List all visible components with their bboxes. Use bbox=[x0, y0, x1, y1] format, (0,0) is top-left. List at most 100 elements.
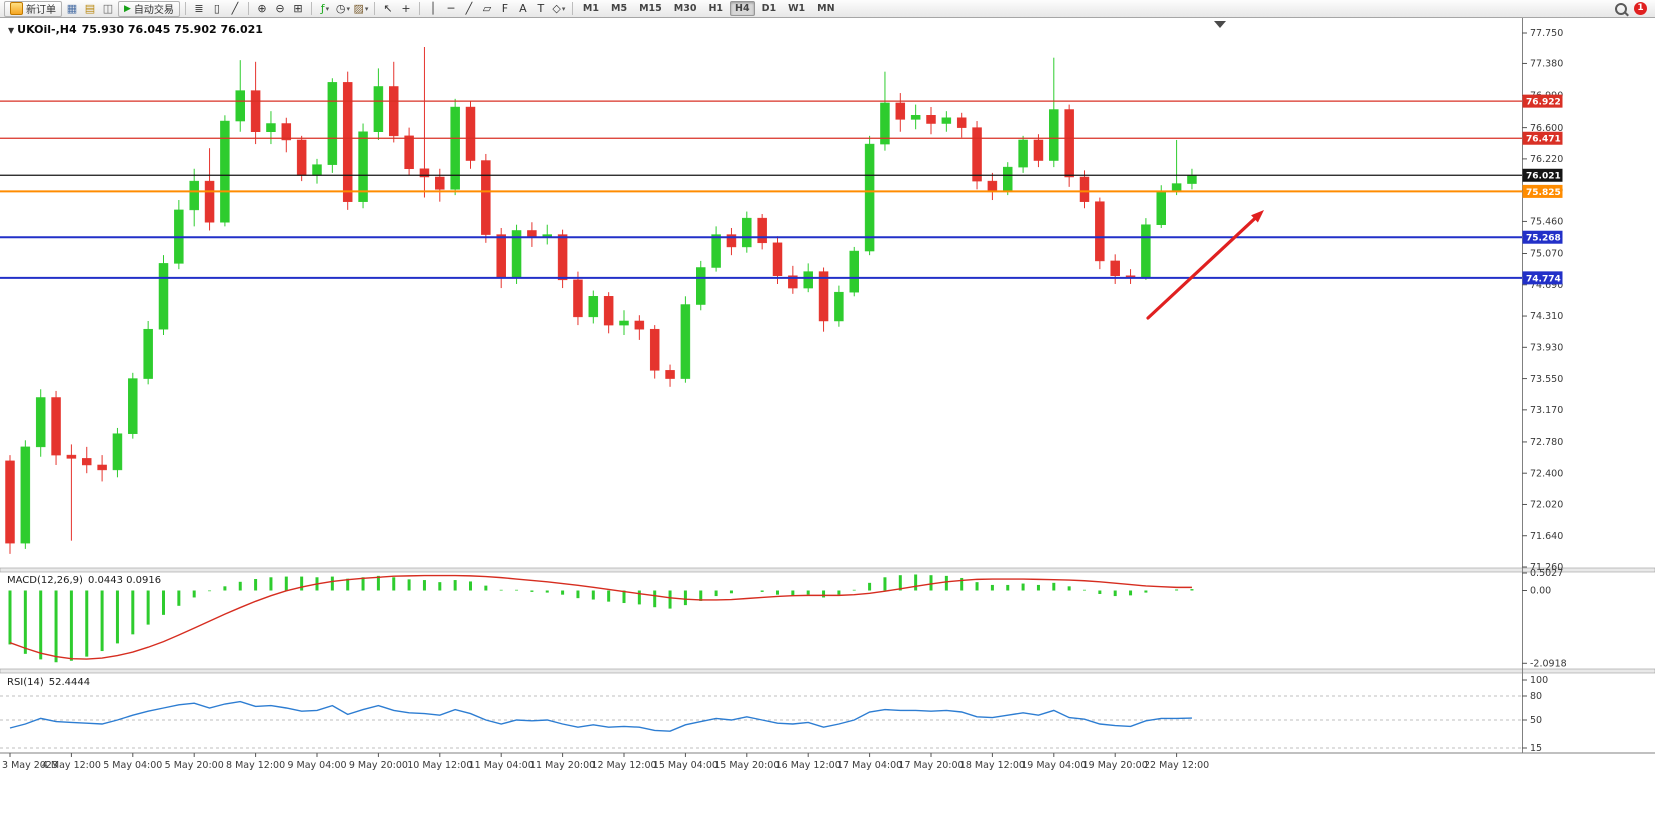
candle bbox=[97, 464, 107, 471]
price-badge bbox=[1522, 271, 1563, 285]
indicators-menu[interactable]: ƒ ▾ bbox=[317, 1, 333, 16]
candle bbox=[1110, 260, 1120, 276]
time-tick-label: 17 May 20:00 bbox=[898, 760, 963, 771]
candle bbox=[834, 291, 844, 322]
periods-menu[interactable]: ◷ ▾ bbox=[335, 1, 351, 16]
vertical-line-icon-glyph: │ bbox=[429, 2, 437, 15]
candle bbox=[742, 217, 752, 248]
trendline-icon[interactable]: ╱ bbox=[461, 1, 477, 16]
price-badge-label: 76.471 bbox=[1526, 135, 1561, 145]
candle bbox=[864, 143, 875, 252]
templates-menu[interactable]: ▨ ▾ bbox=[353, 1, 369, 16]
candle bbox=[1033, 139, 1044, 161]
candle bbox=[649, 328, 660, 371]
candles-style-icon[interactable]: ▯ bbox=[209, 1, 225, 16]
chevron-down-icon: ▾ bbox=[346, 4, 350, 13]
price-tick-label: 74.690 bbox=[1530, 280, 1563, 291]
candle bbox=[143, 328, 153, 379]
horizontal-line-icon-glyph: ─ bbox=[447, 2, 455, 15]
chart-shift-marker[interactable] bbox=[1214, 21, 1226, 28]
line-style-icon-glyph: ╱ bbox=[231, 2, 239, 15]
candle bbox=[527, 230, 537, 237]
macd-axis-label: 0.5027 bbox=[1530, 568, 1563, 579]
macd-axis-label: -2.0918 bbox=[1530, 658, 1567, 669]
chart-collapse-icon[interactable]: ▼ bbox=[8, 26, 15, 35]
chart-ohlc-values: 75.930 76.045 75.902 76.021 bbox=[81, 23, 263, 36]
price-badge-label: 76.021 bbox=[1526, 172, 1561, 182]
bars-style-icon-glyph: ≣ bbox=[194, 2, 204, 15]
time-tick-label: 4 May 12:00 bbox=[42, 760, 101, 771]
price-tick-label: 72.400 bbox=[1530, 468, 1563, 479]
timeframe-H1[interactable]: H1 bbox=[708, 3, 724, 14]
navigator-icon-glyph: ◫ bbox=[102, 2, 114, 15]
autotrading-button[interactable]: ▶ 自动交易 bbox=[118, 0, 180, 17]
bars-style-icon[interactable]: ≣ bbox=[191, 1, 207, 16]
label-icon[interactable]: T bbox=[533, 1, 549, 16]
horizontal-line-icon[interactable]: ─ bbox=[443, 1, 459, 16]
candle bbox=[696, 267, 706, 305]
price-tick-label: 71.260 bbox=[1530, 562, 1563, 573]
time-tick-label: 11 May 20:00 bbox=[530, 760, 595, 771]
timeframe-MN[interactable]: MN bbox=[817, 3, 835, 14]
toolbar-separator bbox=[184, 2, 186, 15]
cursor-icon-glyph: ↖ bbox=[383, 2, 393, 15]
timeframe-M15[interactable]: M15 bbox=[639, 3, 662, 14]
candle bbox=[220, 120, 230, 223]
candle bbox=[895, 102, 906, 120]
equidistant-channel-icon[interactable]: ▱ bbox=[479, 1, 495, 16]
trend-arrow[interactable] bbox=[1146, 210, 1264, 320]
chart-symbol-period: UKOil-,H4 bbox=[17, 23, 77, 36]
candle bbox=[634, 320, 645, 330]
toolbar: 新订单 ▦ ▤ ◫ ▶ 自动交易 ≣ ▯ ╱ ⊕ ⊖ ⊞ ƒ ▾ ◷ ▾ ▨ ▾ ↖ + │ ─ ╱ ▱ F A T ◇ ▾ M1 M5 M1… bbox=[0, 0, 1655, 18]
panel-splitter[interactable] bbox=[0, 668, 1655, 674]
data-window-icon[interactable]: ▤ bbox=[82, 1, 98, 16]
candle bbox=[1141, 224, 1151, 278]
timeframe-H4[interactable]: H4 bbox=[730, 1, 755, 16]
zoom-in-icon[interactable]: ⊕ bbox=[254, 1, 270, 16]
candle bbox=[1064, 109, 1074, 178]
timeframe-M5[interactable]: M5 bbox=[611, 3, 628, 14]
price-tick-label: 73.930 bbox=[1530, 343, 1563, 354]
market-watch-icon[interactable]: ▦ bbox=[64, 1, 80, 16]
crosshair-icon-glyph: + bbox=[401, 2, 411, 15]
price-tick-label: 73.170 bbox=[1530, 405, 1563, 416]
macd-name: MACD(12,26,9) bbox=[7, 575, 83, 586]
notifications-badge[interactable]: 1 bbox=[1634, 2, 1647, 15]
vertical-line-icon[interactable]: │ bbox=[425, 1, 441, 16]
line-style-icon[interactable]: ╱ bbox=[227, 1, 243, 16]
timeframe-D1[interactable]: D1 bbox=[761, 3, 777, 14]
cursor-icon[interactable]: ↖ bbox=[380, 1, 396, 16]
candle bbox=[312, 164, 322, 176]
templates-menu-glyph: ▨ bbox=[353, 2, 364, 15]
shapes-menu[interactable]: ◇ ▾ bbox=[551, 1, 567, 16]
zoom-out-icon-glyph: ⊖ bbox=[275, 2, 285, 15]
price-badge-label: 75.825 bbox=[1526, 188, 1561, 198]
candle bbox=[1187, 175, 1197, 184]
candle bbox=[542, 234, 552, 237]
price-tick-label: 74.310 bbox=[1530, 311, 1563, 322]
price-badge bbox=[1522, 131, 1563, 145]
rsi-axis-label: 100 bbox=[1530, 675, 1548, 686]
market-watch-icon-glyph: ▦ bbox=[66, 2, 78, 15]
time-tick-label: 9 May 04:00 bbox=[287, 760, 346, 771]
timeframe-M1[interactable]: M1 bbox=[582, 3, 599, 14]
new-order-button[interactable]: 新订单 bbox=[4, 0, 62, 17]
timeframe-M30[interactable]: M30 bbox=[673, 3, 697, 14]
text-icon[interactable]: A bbox=[515, 1, 531, 16]
candle bbox=[1003, 166, 1013, 193]
main-chart-plot[interactable] bbox=[0, 18, 1522, 568]
zoom-out-icon[interactable]: ⊖ bbox=[272, 1, 288, 16]
panel-splitter[interactable] bbox=[0, 567, 1655, 573]
trendline-icon-glyph: ╱ bbox=[465, 2, 473, 15]
search-icon[interactable] bbox=[1615, 2, 1627, 15]
timeframe-W1[interactable]: W1 bbox=[788, 3, 806, 14]
tile-windows-icon[interactable]: ⊞ bbox=[290, 1, 306, 16]
candle bbox=[296, 139, 307, 176]
time-tick-label: 18 May 12:00 bbox=[960, 760, 1025, 771]
candle bbox=[419, 168, 430, 178]
fibonacci-icon[interactable]: F bbox=[497, 1, 513, 16]
crosshair-icon[interactable]: + bbox=[398, 1, 414, 16]
navigator-icon[interactable]: ◫ bbox=[100, 1, 116, 16]
